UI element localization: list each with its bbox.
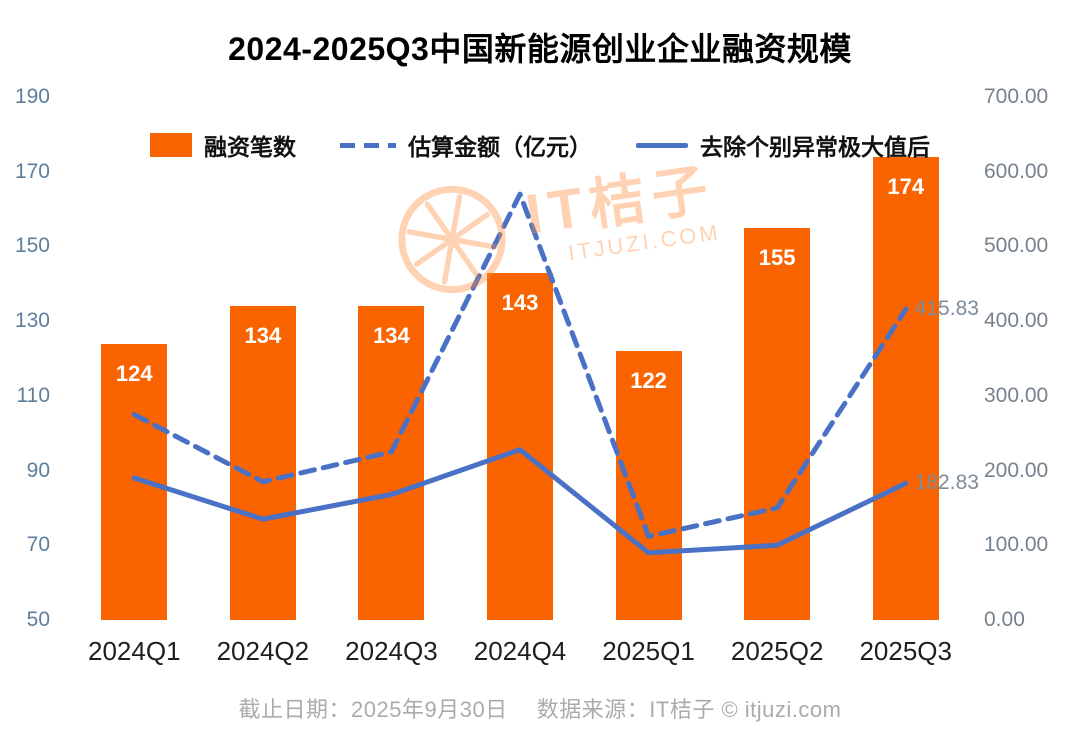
right-axis-tick: 100.00 bbox=[984, 533, 1049, 557]
bar-value-label: 122 bbox=[630, 368, 667, 394]
x-axis: 2024Q1 2024Q2 2024Q3 2024Q4 2025Q1 2025Q2 2025… bbox=[70, 636, 970, 676]
x-axis-label: 2025Q2 bbox=[730, 636, 824, 666]
footer-note: 截止日期：2025年9月30日 数据来源：IT桔子 © itjuzi.com bbox=[238, 697, 842, 722]
end-value-label: 415.83 bbox=[914, 297, 979, 321]
right-axis-tick: 300.00 bbox=[984, 383, 1049, 407]
bar-2024Q1 bbox=[101, 343, 168, 620]
legend-item-bar: 融资笔数 bbox=[150, 128, 296, 162]
line-series-svg bbox=[131, 191, 909, 556]
bar-value-label: 134 bbox=[373, 323, 410, 349]
left-axis-tick: 70 bbox=[26, 533, 50, 557]
bar-2025Q2 bbox=[744, 227, 811, 620]
x-axis-label: 2024Q3 bbox=[345, 636, 438, 666]
right-axis: 0.00 100.00 200.00 300.00 400.00 500.00 600.00… bbox=[984, 85, 1076, 631]
bar-value-label: 143 bbox=[501, 289, 539, 315]
dashed-line-swatch-icon bbox=[340, 142, 396, 148]
bar-2024Q4 bbox=[487, 272, 553, 620]
dashed-line-series bbox=[131, 191, 909, 539]
bar-2025Q1 bbox=[615, 351, 682, 620]
x-axis-label: 2024Q1 bbox=[88, 636, 181, 666]
bar-value-label: 134 bbox=[244, 323, 282, 349]
right-axis-tick: 400.00 bbox=[984, 309, 1049, 333]
left-axis: 50 70 90 110 130 150 170 190 bbox=[0, 85, 56, 631]
bar-value-label: 155 bbox=[758, 244, 796, 270]
x-axis-label: 2025Q3 bbox=[859, 636, 952, 666]
x-axis-label: 2025Q1 bbox=[602, 636, 695, 666]
legend: 融资笔数 估算金额（亿元） 去除个别异常极大值后 bbox=[0, 128, 1080, 162]
bar-2024Q3 bbox=[358, 306, 425, 620]
right-axis-tick: 0.00 bbox=[984, 608, 1025, 631]
plot-area: 124 134 134 143 122 155 174 415.83 182.83 bbox=[70, 97, 979, 620]
left-axis-tick: 190 bbox=[14, 85, 50, 108]
left-axis-tick: 170 bbox=[14, 159, 50, 183]
bar-2024Q2 bbox=[229, 306, 296, 620]
bar-value-label: 174 bbox=[887, 173, 925, 199]
x-axis-label: 2024Q2 bbox=[216, 636, 310, 666]
bar-swatch-icon bbox=[150, 133, 192, 157]
legend-label-dashed-line: 估算金额（亿元） bbox=[408, 134, 592, 160]
right-axis-tick: 200.00 bbox=[984, 458, 1049, 482]
solid-line-swatch-icon bbox=[636, 142, 688, 148]
legend-label-bar: 融资笔数 bbox=[204, 134, 296, 160]
bar-2025Q3 bbox=[872, 156, 939, 620]
right-axis-tick: 500.00 bbox=[984, 234, 1049, 258]
solid-line-series bbox=[131, 447, 909, 556]
right-axis-tick: 600.00 bbox=[984, 159, 1049, 183]
chart-title: 2024-2025Q3中国新能源创业企业融资规模 bbox=[228, 31, 852, 67]
x-axis-label: 2024Q4 bbox=[473, 636, 567, 666]
left-axis-tick: 90 bbox=[26, 458, 50, 482]
legend-item-solid-line: 去除个别异常极大值后 bbox=[636, 128, 930, 162]
bar-value-label: 124 bbox=[115, 360, 153, 386]
right-axis-tick: 700.00 bbox=[984, 85, 1049, 108]
left-axis-tick: 50 bbox=[26, 608, 50, 631]
left-axis-tick: 130 bbox=[14, 309, 50, 333]
end-value-label: 182.83 bbox=[914, 471, 979, 495]
legend-item-dashed-line: 估算金额（亿元） bbox=[340, 128, 592, 162]
legend-label-solid-line: 去除个别异常极大值后 bbox=[700, 134, 930, 160]
left-axis-tick: 150 bbox=[14, 234, 50, 258]
left-axis-tick: 110 bbox=[16, 383, 50, 407]
